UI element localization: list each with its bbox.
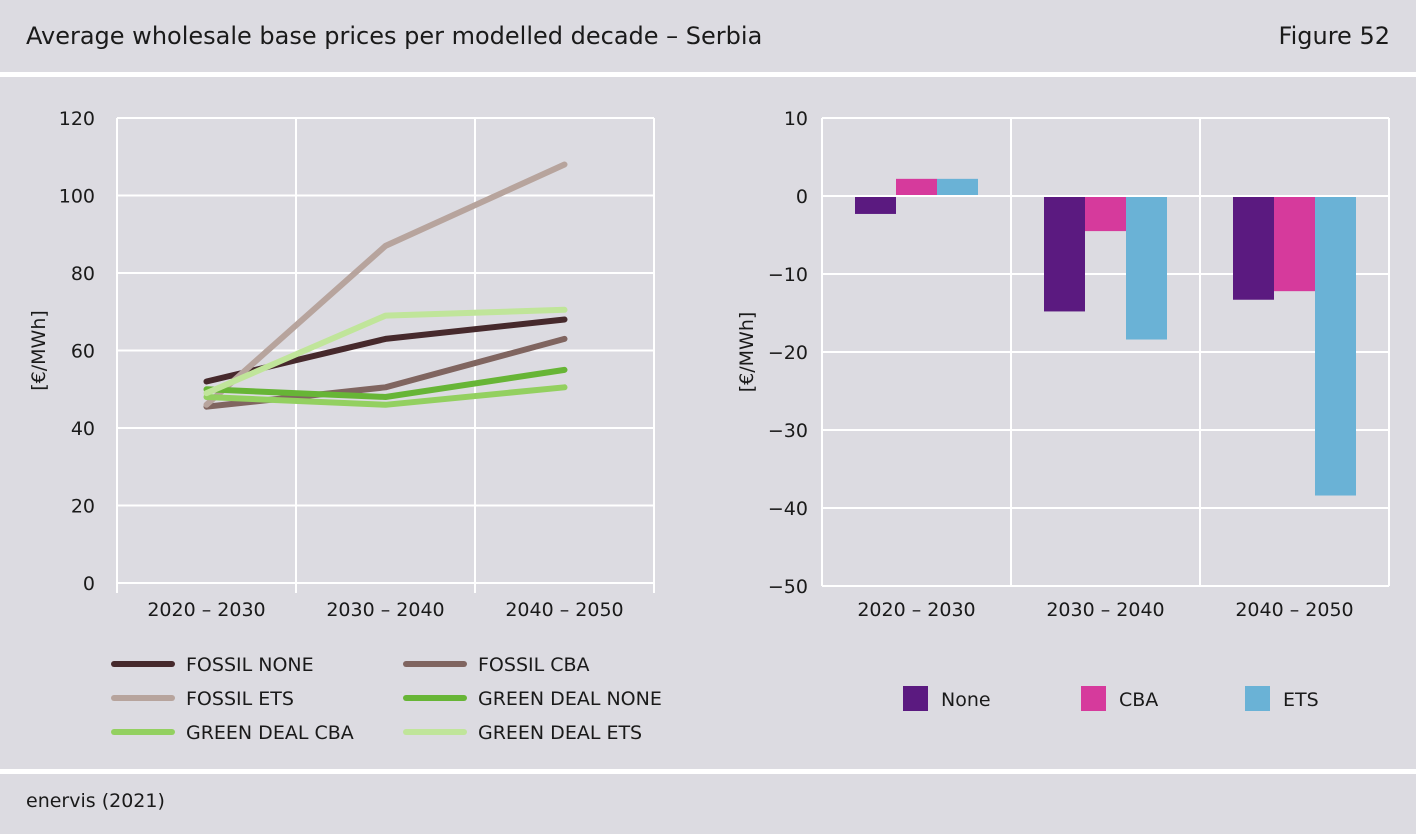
y-tick-label: 80 — [71, 263, 95, 285]
line-chart: 0 20 40 60 80 100 120 2020 – 2030 2030 – 2040 204… — [28, 108, 662, 744]
y-tick-label: 40 — [71, 418, 95, 440]
legend-swatch — [1245, 686, 1270, 711]
x-tick-label: 2020 – 2030 — [147, 599, 265, 621]
source-note: enervis (2021) — [26, 790, 165, 812]
y-tick-label: −10 — [768, 264, 808, 286]
legend-label: GREEN DEAL NONE — [478, 688, 662, 710]
legend-label: FOSSIL NONE — [186, 654, 314, 676]
bar-none-2 — [1233, 196, 1274, 300]
bar-none-0 — [855, 196, 896, 214]
legend-label: GREEN DEAL CBA — [186, 722, 354, 744]
bar-cba-2 — [1274, 196, 1315, 292]
series-line-green-deal-cba — [203, 384, 568, 408]
legend-swatch — [1081, 686, 1106, 711]
y-axis-label: [€/MWh] — [28, 310, 50, 391]
bar-ets-0 — [937, 178, 978, 196]
y-tick-label: 100 — [59, 186, 95, 208]
figure-label: Figure 52 — [1278, 22, 1390, 50]
y-axis-label: [€/MWh] — [736, 312, 758, 393]
legend-label: CBA — [1119, 689, 1158, 711]
bar-ets-2 — [1315, 196, 1356, 496]
series-line-green-deal-ets — [203, 306, 568, 397]
x-tick-label: 2030 – 2040 — [1046, 599, 1164, 621]
legend-label: GREEN DEAL ETS — [478, 722, 642, 744]
header: Average wholesale base prices per modell… — [0, 0, 1416, 76]
legend-label: None — [941, 689, 991, 711]
y-tick-label: 0 — [83, 573, 95, 595]
legend-label: FOSSIL CBA — [478, 654, 590, 676]
y-tick-label: 20 — [71, 496, 95, 518]
bar-ets-1 — [1126, 196, 1167, 340]
bar-chart: 10 0 −10 −20 −30 −40 −50 2020 – 2030 2030 – 2040… — [736, 108, 1390, 711]
bar-none-1 — [1044, 196, 1085, 312]
y-tick-label: 120 — [59, 108, 95, 130]
y-tick-label: −20 — [768, 342, 808, 364]
x-tick-label: 2020 – 2030 — [857, 599, 975, 621]
series-line-fossil-ets — [203, 161, 568, 408]
y-tick-label: 10 — [784, 108, 808, 130]
x-tick-label: 2040 – 2050 — [505, 599, 623, 621]
chart-title: Average wholesale base prices per modell… — [26, 22, 763, 50]
y-tick-label: −40 — [768, 498, 808, 520]
bar-cba-0 — [896, 178, 937, 196]
header-divider — [0, 72, 1416, 77]
legend-swatch — [903, 686, 928, 711]
legend-label: FOSSIL ETS — [186, 688, 294, 710]
footer-divider — [0, 769, 1416, 774]
legend-label: ETS — [1283, 689, 1319, 711]
y-tick-label: 60 — [71, 341, 95, 363]
y-tick-label: 0 — [796, 186, 808, 208]
y-tick-label: −50 — [768, 576, 808, 598]
bar-cba-1 — [1085, 196, 1126, 232]
y-tick-label: −30 — [768, 420, 808, 442]
series-line-green-deal-none — [203, 366, 568, 400]
x-tick-label: 2040 – 2050 — [1235, 599, 1353, 621]
x-tick-label: 2030 – 2040 — [326, 599, 444, 621]
